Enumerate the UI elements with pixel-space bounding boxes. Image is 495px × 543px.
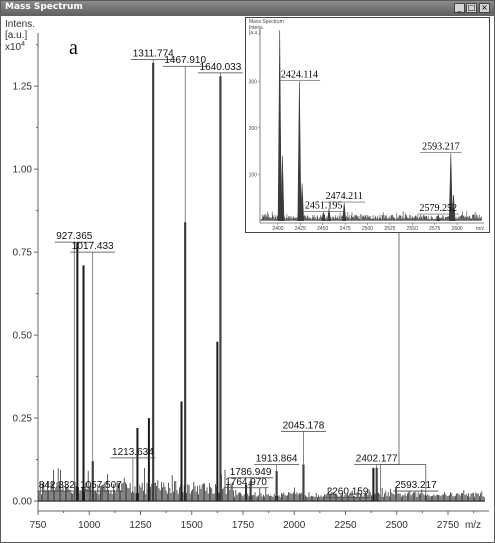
inset-callout-lines: [380, 233, 427, 502]
main-x-axis-label: m/z: [465, 520, 481, 531]
inset-peak: [321, 212, 326, 221]
inset-zoom-region: [380, 464, 427, 502]
window-titlebar[interactable]: Mass Spectrum _ □ ×: [1, 1, 494, 16]
minimize-button[interactable]: _: [454, 3, 465, 13]
main-y-tick-label: 1.25: [13, 82, 33, 93]
inset-noise-path: [260, 211, 482, 221]
inset-x-axis-label: m/z: [476, 226, 485, 232]
main-peak-label: 1640.033: [200, 62, 242, 73]
inset-y-axis-label-line2: [a.u.]: [249, 30, 261, 36]
inset-peak-label: 2579.252: [420, 203, 458, 214]
inset-y-axis-label-line1: Intens.: [249, 25, 264, 31]
main-peak-label: 1913.864: [256, 454, 298, 465]
main-peak-label: 1467.910: [164, 55, 206, 66]
maximize-button[interactable]: □: [466, 3, 477, 13]
main-x-tick-label: 1750: [232, 520, 255, 531]
main-x-tick-label: 750: [30, 520, 47, 531]
inset-x-tick-label: 2575: [429, 226, 440, 232]
panel-letter: a: [69, 37, 78, 59]
main-y-axis-label-line2: [a.u.]: [5, 30, 27, 41]
main-x-tick-label: 2500: [386, 520, 409, 531]
inset-peak: [327, 209, 331, 221]
inset-peak-label: 2474.211: [326, 191, 363, 202]
main-peak-label: 927.365: [56, 231, 93, 242]
inset-noise-trace: [260, 211, 482, 221]
main-peak-label: 2402.177: [356, 454, 398, 465]
main-peak-label: 1017.433: [72, 241, 114, 252]
inset-x-tick-label: 2425: [295, 226, 306, 232]
inset-x-tick-label: 2400: [272, 226, 283, 232]
inset-x-tick-label: 2500: [362, 226, 373, 232]
close-button[interactable]: ×: [479, 3, 490, 13]
main-y-tick-label: 0.50: [13, 331, 33, 342]
inset-peak: [448, 153, 453, 221]
main-y-tick-label: 0.75: [13, 248, 33, 259]
main-peak-label: 2260.159: [327, 487, 369, 498]
inset-spectrum-panel: Mass Spectrum Intens. [a.u.] 100 200 300 2400 2…: [245, 17, 490, 233]
main-y-multiplier: x104: [5, 41, 25, 53]
inset-x-tick-label: 2450: [317, 226, 328, 232]
inset-peak-label: 2451.195: [305, 200, 343, 211]
main-x-tick-label: 1250: [129, 520, 152, 531]
main-peak-label: 1786.949: [230, 467, 272, 478]
main-peak-label: 1311.774: [133, 49, 174, 60]
main-y-tick-label: 0.25: [13, 414, 33, 425]
inset-peak: [297, 81, 302, 221]
main-peak-label: 1057.507: [80, 480, 122, 491]
inset-x-tick-label: 2525: [384, 226, 395, 232]
inset-peaks: [277, 30, 456, 221]
main-peak-label: 1213.634: [112, 447, 154, 458]
main-spectrum-plot: 0.00 0.25 0.50 0.75 1.00 1.25 750 1000 1250 1500 1…: [5, 19, 489, 531]
inset-peak: [436, 214, 441, 221]
main-y-tick-label: 0.00: [13, 497, 33, 508]
inset-peak: [280, 155, 285, 221]
inset-x-tick-label: 2475: [340, 226, 351, 232]
main-y-multiplier-exponent: 4: [21, 41, 25, 48]
main-y-axis-label-line1: Intens.: [5, 19, 35, 30]
inset-peak: [342, 202, 347, 221]
inset-title: Mass Spectrum: [249, 19, 284, 25]
main-y-tick-label: 1.00: [13, 165, 33, 176]
window-title: Mass Spectrum: [5, 2, 83, 12]
inset-peak-label: 2593.217: [422, 141, 460, 152]
main-peak-label: 2045.178: [283, 420, 325, 431]
inset-x-tick-label: 2600: [452, 226, 463, 232]
inset-x-tick-label: 2550: [407, 226, 418, 232]
main-peak-label: 2593.217: [395, 480, 437, 491]
main-x-tick-label: 2000: [283, 520, 306, 531]
inset-y-tick-label: 300: [249, 79, 258, 85]
main-x-tick-label: 1500: [181, 520, 204, 531]
inset-y-tick-label: 200: [249, 126, 258, 132]
main-x-tick-label: 2750: [437, 520, 460, 531]
main-peak-label: 842.332: [39, 480, 76, 491]
inset-y-tick-label: 100: [249, 172, 258, 178]
main-x-tick-label: 2250: [334, 520, 357, 531]
main-x-tick-label: 1000: [78, 520, 101, 531]
main-peak-label: 1764.970: [225, 477, 267, 488]
inset-peak: [277, 30, 282, 221]
main-axes: 0.00 0.25 0.50 0.75 1.00 1.25 750 1000 1250 1500 1…: [5, 19, 489, 531]
inset-peak-label: 2424.114: [281, 69, 318, 80]
